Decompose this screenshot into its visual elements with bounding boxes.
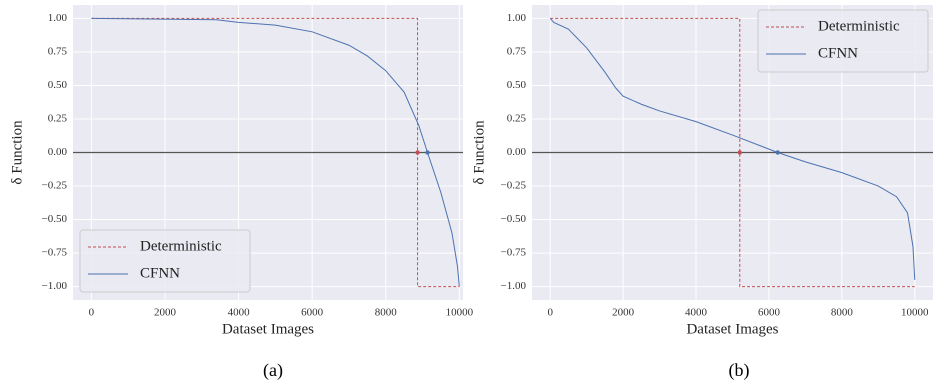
x-axis-label: Dataset Images (222, 321, 314, 337)
plot-content (73, 17, 463, 288)
series-line (91, 17, 460, 287)
y-tick-label: 0.50 (48, 79, 68, 91)
y-tick-label: 1.00 (507, 12, 527, 24)
y-tick-label: −0.50 (501, 213, 527, 225)
legend-box (757, 9, 929, 73)
crossing-point (737, 150, 742, 155)
series-line (549, 18, 916, 280)
y-tick-label: 0.00 (507, 146, 527, 158)
y-tick-label: −0.50 (42, 213, 68, 225)
x-tick-label: 6000 (758, 307, 781, 319)
x-tick-label: 10000 (446, 307, 474, 319)
x-tick-label: 0 (89, 307, 95, 319)
x-tick-label: 8000 (375, 307, 398, 319)
x-tick-label: 4000 (685, 307, 708, 319)
x-tick-label: 8000 (831, 307, 854, 319)
caption: (a) (263, 360, 283, 381)
legend-label: Deterministic (140, 238, 222, 254)
series-line (550, 17, 915, 288)
legend-label: CFNN (818, 45, 858, 61)
x-tick-label: 2000 (154, 307, 177, 319)
y-tick-label: 0.75 (507, 45, 527, 57)
y-tick-label: −0.25 (42, 180, 68, 192)
subplot: 1.00 0.75 0.50 0.25 0.00 −0.25 −0.50 −0.75 −1.00… (471, 5, 933, 381)
legend-label: CFNN (140, 265, 180, 281)
x-tick-label: 6000 (301, 307, 324, 319)
legend-box (79, 229, 251, 293)
y-tick-label: 0.25 (507, 113, 527, 125)
x-tick-label: 4000 (228, 307, 251, 319)
y-axis-label: δ Function (471, 120, 487, 185)
y-tick-label: 0.50 (507, 79, 527, 91)
x-axis-label: Dataset Images (686, 321, 778, 337)
y-axis-label: δ Function (9, 120, 25, 185)
y-tick-label: 0.25 (48, 113, 68, 125)
y-tick-label: 0.00 (48, 146, 68, 158)
y-tick-label: −1.00 (501, 280, 527, 292)
y-tick-label: −0.25 (501, 180, 527, 192)
y-tick-label: 0.75 (48, 45, 68, 57)
legend-label: Deterministic (818, 18, 900, 34)
y-tick-label: −0.75 (42, 247, 68, 259)
crossing-point (415, 150, 420, 155)
legend: Deterministic CFNN (757, 9, 929, 73)
x-tick-label: 2000 (612, 307, 635, 319)
legend: Deterministic CFNN (79, 229, 251, 293)
y-tick-label: −1.00 (42, 280, 68, 292)
x-tick-label: 10000 (901, 307, 929, 319)
x-tick-label: 0 (547, 307, 553, 319)
caption: (b) (729, 360, 750, 381)
y-tick-label: 1.00 (48, 12, 68, 24)
subplot: 1.00 0.75 0.50 0.25 0.00 −0.25 −0.50 −0.75 −1.00… (9, 5, 474, 381)
plot-content (532, 17, 933, 288)
crossing-point (425, 150, 430, 155)
crossing-point (775, 150, 780, 155)
y-tick-label: −0.75 (501, 247, 527, 259)
